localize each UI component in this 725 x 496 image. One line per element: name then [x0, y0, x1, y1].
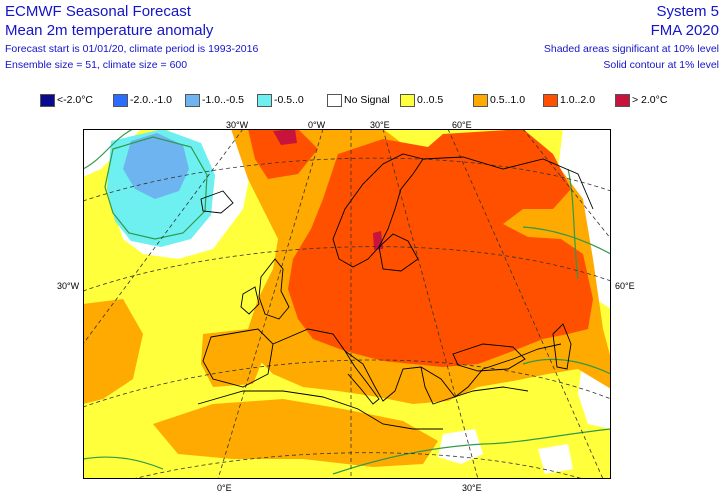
region-warm-moderate: [83, 299, 143, 404]
map-panel: [83, 129, 611, 479]
legend-swatch: [257, 93, 272, 107]
region-warm-moderate: [201, 329, 263, 387]
lon-label-top: 30°E: [370, 120, 390, 130]
coastline-caspian: [552, 323, 572, 370]
legend-label: > 2.0°C: [632, 94, 668, 106]
legend-swatch: [40, 93, 55, 107]
legend-label: 1.0..2.0: [560, 94, 596, 106]
coastline-greece-turkey: [420, 366, 529, 405]
legend-swatch: [400, 93, 415, 107]
significance-contour: [104, 136, 208, 240]
coastline-black-sea: [452, 343, 526, 372]
lon-label-top: 0°W: [308, 120, 326, 130]
legend-item: No Signal: [327, 93, 390, 107]
legend-item: 0.5..1.0: [473, 93, 525, 107]
coastline-arctic: [422, 156, 594, 210]
graticule-line: [83, 246, 611, 292]
legend-item: 0..0.5: [400, 93, 443, 107]
anomaly-map: [83, 129, 611, 479]
lat-label-right: 60°E: [615, 281, 635, 291]
region-cool-moderate: [123, 133, 189, 199]
graticule-line: [83, 129, 244, 345]
region-warm-strong: [288, 129, 593, 367]
significance-contour: [522, 226, 611, 255]
coastline-europe-south: [272, 328, 562, 402]
significance-contour-note: Solid contour at 1% level: [603, 59, 719, 71]
lon-label-top: 30°W: [226, 120, 249, 130]
system-label: System 5: [656, 3, 719, 20]
graticule-line: [382, 129, 479, 479]
ensemble-info: Ensemble size = 51, climate size = 600: [5, 59, 188, 71]
map-frame: [83, 129, 611, 479]
graticule-line: [522, 129, 611, 240]
legend-item: > 2.0°C: [615, 93, 667, 107]
significance-contour: [332, 428, 611, 475]
legend-swatch: [543, 93, 558, 107]
map-title: ECMWF Seasonal Forecast: [5, 3, 191, 20]
legend-swatch: [327, 93, 342, 107]
lon-label-top: 60°E: [452, 120, 472, 130]
region-warm-moderate: [153, 399, 438, 467]
coastline-north-africa: [197, 390, 443, 430]
legend-label: 0.5..1.0: [490, 94, 526, 106]
coastline-ireland: [240, 286, 260, 315]
coastline-iceland: [200, 190, 234, 214]
coastline-baltic: [378, 233, 419, 272]
forecast-info: Forecast start is 01/01/20, climate peri…: [5, 43, 259, 55]
lon-label-bottom: 30°E: [462, 483, 482, 493]
coastline-iberia: [202, 328, 274, 388]
legend-item: 1.0..2.0: [543, 93, 595, 107]
graticule-line: [447, 129, 604, 479]
significance-shaded-note: Shaded areas significant at 10% level: [543, 43, 719, 55]
legend-swatch: [473, 93, 488, 107]
legend-item: <-2.0°C: [40, 93, 93, 107]
region-warm-extreme: [273, 129, 297, 145]
region-warm-strong: [248, 129, 318, 179]
significance-contour: [83, 129, 134, 170]
region-no-signal: [538, 444, 573, 474]
lat-label-left: 30°W: [57, 281, 80, 291]
graticule-line: [132, 452, 584, 479]
coastline-british-isles: [258, 258, 290, 320]
legend-label: -2.0..-1.0: [130, 94, 173, 106]
legend-label: -0.5..0: [274, 94, 304, 106]
legend-label: 0..0.5: [417, 94, 444, 106]
significance-contour: [83, 456, 164, 470]
legend-swatch: [185, 93, 200, 107]
legend-item: -0.5..0: [257, 93, 304, 107]
legend-label: No Signal: [344, 94, 390, 106]
legend-item: -1.0..-0.5: [185, 93, 244, 107]
lon-label-bottom: 0°E: [217, 483, 232, 493]
period-label: FMA 2020: [650, 22, 719, 39]
coastline-scandinavia: [332, 153, 424, 268]
legend-label: <-2.0°C: [57, 94, 94, 106]
coastline-italy: [344, 350, 380, 405]
legend-swatch: [113, 93, 128, 107]
graticule-line: [83, 359, 611, 408]
map-subtitle: Mean 2m temperature anomaly: [5, 22, 214, 39]
legend-label: -1.0..-0.5: [202, 94, 245, 106]
graticule-line: [83, 157, 611, 202]
significance-contour: [522, 358, 611, 375]
graticule-line: [217, 129, 324, 479]
legend-swatch: [615, 93, 630, 107]
legend-item: -2.0..-1.0: [113, 93, 172, 107]
